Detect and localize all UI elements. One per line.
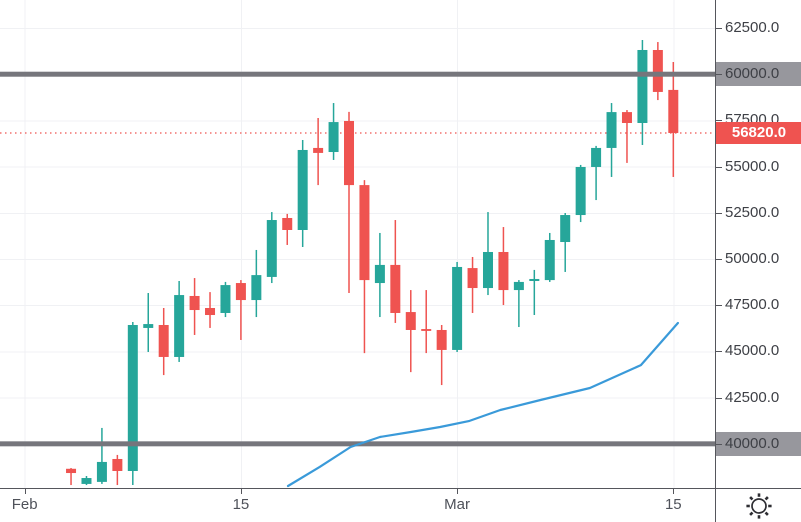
candle-body[interactable] (127, 324, 138, 471)
theme-sun-icon[interactable] (744, 491, 774, 521)
candle-body[interactable] (205, 307, 216, 316)
candle-body[interactable] (174, 295, 185, 357)
price-tick (716, 74, 722, 76)
price-tick (716, 259, 722, 261)
price-axis[interactable]: 56820.0 62500.0 60000.0 57500.0 55000.0 5250… (715, 0, 801, 488)
candle-body[interactable] (359, 185, 370, 281)
price-tick (716, 397, 722, 399)
candle-body[interactable] (96, 461, 107, 482)
time-tick (673, 489, 675, 494)
candle-body[interactable] (266, 220, 277, 277)
candle-body[interactable] (529, 278, 540, 282)
candle-body[interactable] (591, 147, 602, 167)
time-axis[interactable]: Feb 15 Mar 15 (0, 488, 715, 522)
candle-body[interactable] (282, 217, 293, 231)
candle-body[interactable] (405, 312, 416, 330)
price-tick-label: 55000.0 (725, 157, 780, 175)
time-tick (240, 489, 242, 494)
time-tick-label: 15 (232, 496, 250, 513)
time-tick-label: Mar (444, 496, 471, 513)
price-tick-label: 42500.0 (725, 388, 780, 406)
candle-body[interactable] (344, 120, 355, 186)
price-tick-label: 52500.0 (725, 203, 780, 221)
candle-body[interactable] (421, 329, 432, 331)
candle-body[interactable] (513, 281, 524, 291)
candle-body[interactable] (297, 149, 308, 231)
candle-body[interactable] (235, 283, 246, 301)
chart-canvas[interactable] (0, 0, 715, 488)
time-tick-label: 15 (664, 496, 682, 513)
candle-body[interactable] (482, 251, 493, 289)
price-tick (716, 212, 722, 214)
candle-body[interactable] (313, 147, 324, 153)
price-tick (716, 120, 722, 122)
ma-line[interactable] (286, 321, 680, 488)
price-tick (716, 443, 722, 445)
candle-body[interactable] (560, 215, 571, 243)
candle-body[interactable] (498, 251, 509, 291)
last-price-label: 56820.0 (716, 121, 801, 144)
candle-body[interactable] (143, 324, 154, 328)
candle-body[interactable] (390, 264, 401, 313)
axis-corner (715, 488, 801, 522)
candle-body[interactable] (220, 285, 231, 313)
candle-body[interactable] (374, 264, 385, 284)
candle-body[interactable] (328, 122, 339, 153)
time-tick (24, 489, 26, 494)
candle-body[interactable] (436, 329, 447, 350)
price-tick (716, 305, 722, 307)
candle-body[interactable] (81, 478, 92, 484)
candle-body[interactable] (575, 166, 586, 216)
candle-body[interactable] (652, 49, 663, 92)
candle-body[interactable] (606, 112, 617, 148)
price-tick-label: 62500.0 (725, 18, 780, 36)
candle-body[interactable] (637, 49, 648, 123)
price-tick (716, 166, 722, 168)
candle-body[interactable] (158, 324, 169, 357)
candle-body[interactable] (66, 468, 77, 474)
chart-plot-area[interactable] (0, 0, 715, 488)
price-tick-label: 40000.0 (725, 434, 780, 452)
level-label-background (716, 62, 801, 87)
level-label-background (716, 431, 801, 456)
price-level-line[interactable] (0, 71, 715, 77)
price-tick-label: 45000.0 (725, 342, 780, 360)
candle-body[interactable] (621, 112, 632, 123)
price-tick (716, 27, 722, 29)
candle-body[interactable] (251, 275, 262, 301)
candle-body[interactable] (467, 268, 478, 289)
candle-body[interactable] (668, 89, 679, 133)
price-tick-label: 50000.0 (725, 250, 780, 268)
candle-body[interactable] (189, 295, 200, 311)
time-tick (457, 489, 459, 494)
candle-body[interactable] (112, 458, 123, 471)
time-tick-label: Feb (11, 496, 38, 513)
price-tick-label: 60000.0 (725, 65, 780, 83)
candle-body[interactable] (452, 266, 463, 350)
price-tick (716, 351, 722, 353)
price-tick-label: 47500.0 (725, 296, 780, 314)
candle-body[interactable] (544, 239, 555, 281)
